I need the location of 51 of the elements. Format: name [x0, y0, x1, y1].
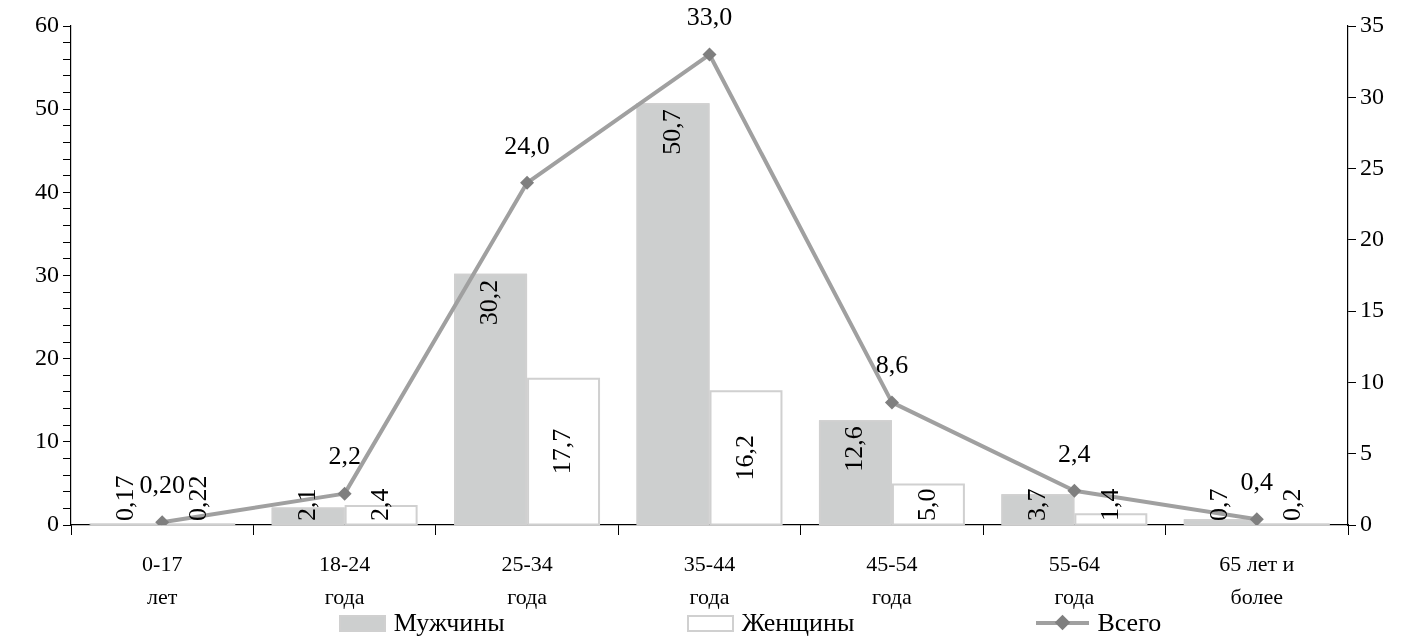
y-tick-label: 30 — [35, 260, 59, 287]
data-label: 3,7 — [1021, 488, 1051, 521]
data-label: 0,17 — [109, 475, 139, 521]
data-label: 2,2 — [328, 441, 361, 471]
y2-tick-label: 35 — [1360, 11, 1384, 38]
point — [1249, 512, 1264, 525]
data-label: 33,0 — [686, 2, 733, 32]
y-tick-label: 20 — [35, 343, 59, 370]
x-tick-label: 45-54 года — [866, 551, 918, 610]
data-label: 0,2 — [1277, 488, 1307, 521]
data-label: 24,0 — [504, 130, 550, 160]
y2-tick-label: 15 — [1360, 296, 1384, 323]
data-label: 2,1 — [291, 488, 321, 521]
point — [1067, 483, 1082, 498]
x-tick-label: 0-17 лет — [142, 551, 183, 610]
point — [884, 395, 899, 410]
x-tick-label: 18-24 года — [318, 551, 371, 610]
data-label: 2,4 — [364, 488, 394, 521]
y2-tick-label: 0 — [1360, 510, 1372, 537]
data-label: 2,4 — [1058, 438, 1091, 468]
y2-tick-label: 10 — [1360, 367, 1384, 394]
y-tick-label: 40 — [35, 177, 59, 204]
data-label: 17,7 — [547, 428, 577, 475]
y-tick-label: 60 — [35, 11, 59, 38]
x-tick-label: 55-64 года — [1048, 551, 1101, 610]
y-tick-label: 0 — [47, 510, 59, 537]
data-label: 30,2 — [474, 279, 504, 326]
y2-tick-label: 25 — [1360, 153, 1384, 180]
data-label: 1,4 — [1094, 488, 1124, 521]
data-label: 16,2 — [729, 434, 759, 481]
y-tick-label: 50 — [35, 94, 59, 121]
point — [702, 47, 717, 62]
data-label: 12,6 — [839, 426, 869, 472]
data-label: 0,20 — [139, 469, 185, 499]
legend-label: Всего — [1097, 608, 1162, 638]
data-label: 0,4 — [1240, 467, 1274, 497]
y2-tick-label: 30 — [1360, 82, 1384, 109]
point — [520, 175, 535, 190]
data-label: 50,7 — [656, 109, 686, 155]
y2-tick-label: 5 — [1360, 439, 1372, 466]
data-label: 5,0 — [912, 488, 942, 521]
x-tick-label: 25-34 года — [501, 551, 553, 610]
data-label: 8,6 — [875, 350, 909, 380]
point — [337, 486, 352, 501]
data-label: 0,7 — [1204, 488, 1234, 521]
x-tick-label: 65 лет и более — [1219, 551, 1295, 610]
legend-label: Женщины — [741, 608, 855, 638]
x-tick-label: 35-44 года — [683, 551, 736, 610]
y-tick-label: 10 — [35, 427, 59, 454]
y2-tick-label: 20 — [1360, 225, 1384, 252]
legend-label: Мужчины — [393, 608, 505, 638]
